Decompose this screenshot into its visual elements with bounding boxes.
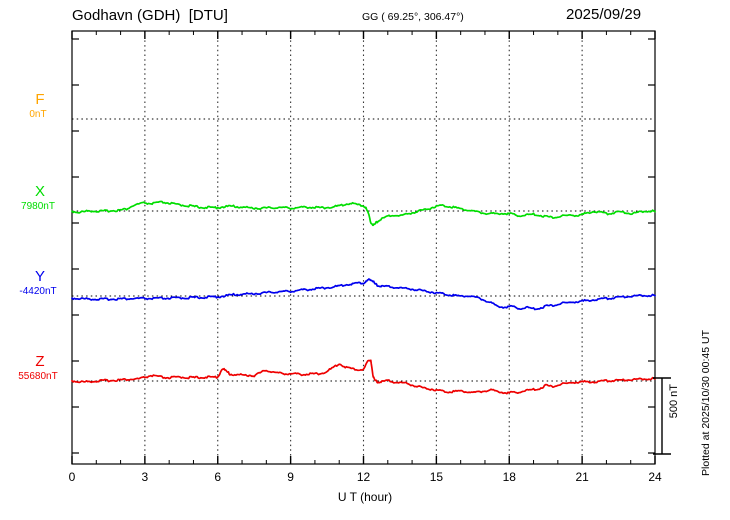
component-label-f: F xyxy=(35,91,45,108)
geographic-coordinates: GG ( 69.25°, 306.47°) xyxy=(362,11,464,23)
x-tick-label: 15 xyxy=(429,470,444,484)
component-baseline-f: 0nT xyxy=(29,109,47,120)
page-title: Godhavn (GDH) [DTU] xyxy=(72,7,228,24)
component-baseline-x: 7980nT xyxy=(21,201,55,212)
component-label-z: Z xyxy=(35,353,45,370)
scale-bar-label: 500 nT xyxy=(668,384,680,419)
x-tick-label: 12 xyxy=(356,470,371,484)
observation-date: 2025/09/29 xyxy=(566,6,642,23)
plotted-at-timestamp: Plotted at 2025/10/30 00:45 UT xyxy=(700,330,712,476)
x-tick-label: 18 xyxy=(502,470,516,484)
component-baseline-z: 55680nT xyxy=(18,371,58,382)
x-tick-label: 21 xyxy=(575,470,589,484)
x-tick-label: 24 xyxy=(648,470,662,484)
x-tick-label: 6 xyxy=(214,470,222,484)
x-tick-label: 3 xyxy=(141,470,149,484)
component-label-x: X xyxy=(34,183,45,200)
component-label-y: Y xyxy=(34,268,45,285)
component-baseline-y: -4420nT xyxy=(19,286,57,297)
x-tick-label: 9 xyxy=(287,470,294,484)
x-tick-label: 0 xyxy=(68,470,76,484)
x-axis-label: U T (hour) xyxy=(337,490,393,504)
